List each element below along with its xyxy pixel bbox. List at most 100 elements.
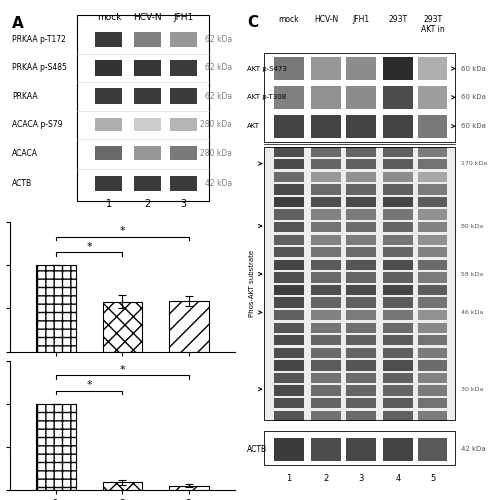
- Bar: [346, 360, 376, 370]
- Bar: [102, 302, 142, 352]
- Bar: [346, 146, 376, 157]
- Bar: [418, 114, 447, 138]
- Text: 3: 3: [180, 199, 186, 209]
- Bar: [274, 247, 304, 258]
- Text: C: C: [247, 15, 258, 30]
- Bar: [346, 172, 376, 182]
- Text: HCV-N: HCV-N: [133, 13, 162, 22]
- Bar: [346, 86, 376, 109]
- Bar: [346, 438, 376, 460]
- Bar: [383, 222, 413, 232]
- Bar: [418, 398, 447, 408]
- Text: *: *: [120, 364, 125, 374]
- Text: 293T
AKT in: 293T AKT in: [421, 15, 444, 34]
- Bar: [169, 486, 209, 490]
- Bar: [311, 410, 341, 421]
- Bar: [95, 176, 122, 191]
- Bar: [311, 348, 341, 358]
- Text: *: *: [86, 380, 92, 390]
- Text: PRKAA p-T172: PRKAA p-T172: [12, 35, 66, 44]
- Bar: [418, 360, 447, 370]
- Bar: [274, 57, 304, 80]
- Bar: [311, 398, 341, 408]
- Bar: [311, 373, 341, 383]
- Bar: [418, 86, 447, 109]
- Bar: [311, 285, 341, 295]
- Bar: [346, 159, 376, 170]
- Text: 42 kDa: 42 kDa: [461, 446, 486, 452]
- Bar: [418, 247, 447, 258]
- Bar: [346, 398, 376, 408]
- Text: 80 kDa: 80 kDa: [461, 224, 484, 228]
- Bar: [95, 60, 122, 76]
- Bar: [383, 210, 413, 220]
- Bar: [311, 335, 341, 345]
- Text: 62 kDa: 62 kDa: [204, 92, 232, 101]
- Text: 2: 2: [144, 199, 151, 209]
- Bar: [311, 172, 341, 182]
- Bar: [346, 222, 376, 232]
- Bar: [311, 360, 341, 370]
- Bar: [383, 348, 413, 358]
- Text: JFH1: JFH1: [352, 15, 369, 24]
- Bar: [311, 234, 341, 245]
- Bar: [346, 184, 376, 194]
- Bar: [383, 57, 413, 80]
- Bar: [346, 335, 376, 345]
- Bar: [383, 335, 413, 345]
- Bar: [311, 210, 341, 220]
- Bar: [134, 146, 161, 160]
- Text: mock: mock: [279, 15, 299, 24]
- Bar: [264, 432, 455, 465]
- Text: 3: 3: [358, 474, 363, 483]
- Text: *: *: [120, 226, 125, 236]
- Text: Phos-AKT substrate: Phos-AKT substrate: [249, 250, 255, 317]
- Bar: [274, 322, 304, 333]
- Bar: [311, 247, 341, 258]
- Bar: [346, 348, 376, 358]
- Bar: [274, 298, 304, 308]
- Bar: [274, 222, 304, 232]
- Bar: [274, 197, 304, 207]
- Text: JFH1: JFH1: [173, 13, 193, 22]
- Bar: [274, 210, 304, 220]
- Text: 2: 2: [324, 474, 329, 483]
- Bar: [102, 482, 142, 490]
- Bar: [311, 114, 341, 138]
- Bar: [383, 285, 413, 295]
- Bar: [170, 146, 197, 160]
- Bar: [311, 159, 341, 170]
- Bar: [383, 159, 413, 170]
- Text: 1: 1: [106, 199, 112, 209]
- Bar: [346, 234, 376, 245]
- Bar: [274, 348, 304, 358]
- Bar: [274, 310, 304, 320]
- Bar: [274, 285, 304, 295]
- Bar: [274, 184, 304, 194]
- Bar: [418, 197, 447, 207]
- Bar: [274, 146, 304, 157]
- Bar: [383, 247, 413, 258]
- Bar: [346, 310, 376, 320]
- Bar: [346, 285, 376, 295]
- Bar: [134, 118, 161, 132]
- Bar: [311, 438, 341, 460]
- Text: 280 kDa: 280 kDa: [200, 148, 232, 158]
- Bar: [311, 260, 341, 270]
- Bar: [418, 57, 447, 80]
- Bar: [311, 57, 341, 80]
- Bar: [311, 86, 341, 109]
- Bar: [418, 172, 447, 182]
- Bar: [346, 114, 376, 138]
- Bar: [311, 222, 341, 232]
- Bar: [274, 159, 304, 170]
- Bar: [170, 32, 197, 48]
- Text: AKT p-T308: AKT p-T308: [247, 94, 286, 100]
- Bar: [274, 410, 304, 421]
- Text: AKT p-S473: AKT p-S473: [247, 66, 287, 71]
- Bar: [383, 172, 413, 182]
- Bar: [95, 146, 122, 160]
- Bar: [418, 438, 447, 460]
- Bar: [418, 410, 447, 421]
- Bar: [169, 300, 209, 352]
